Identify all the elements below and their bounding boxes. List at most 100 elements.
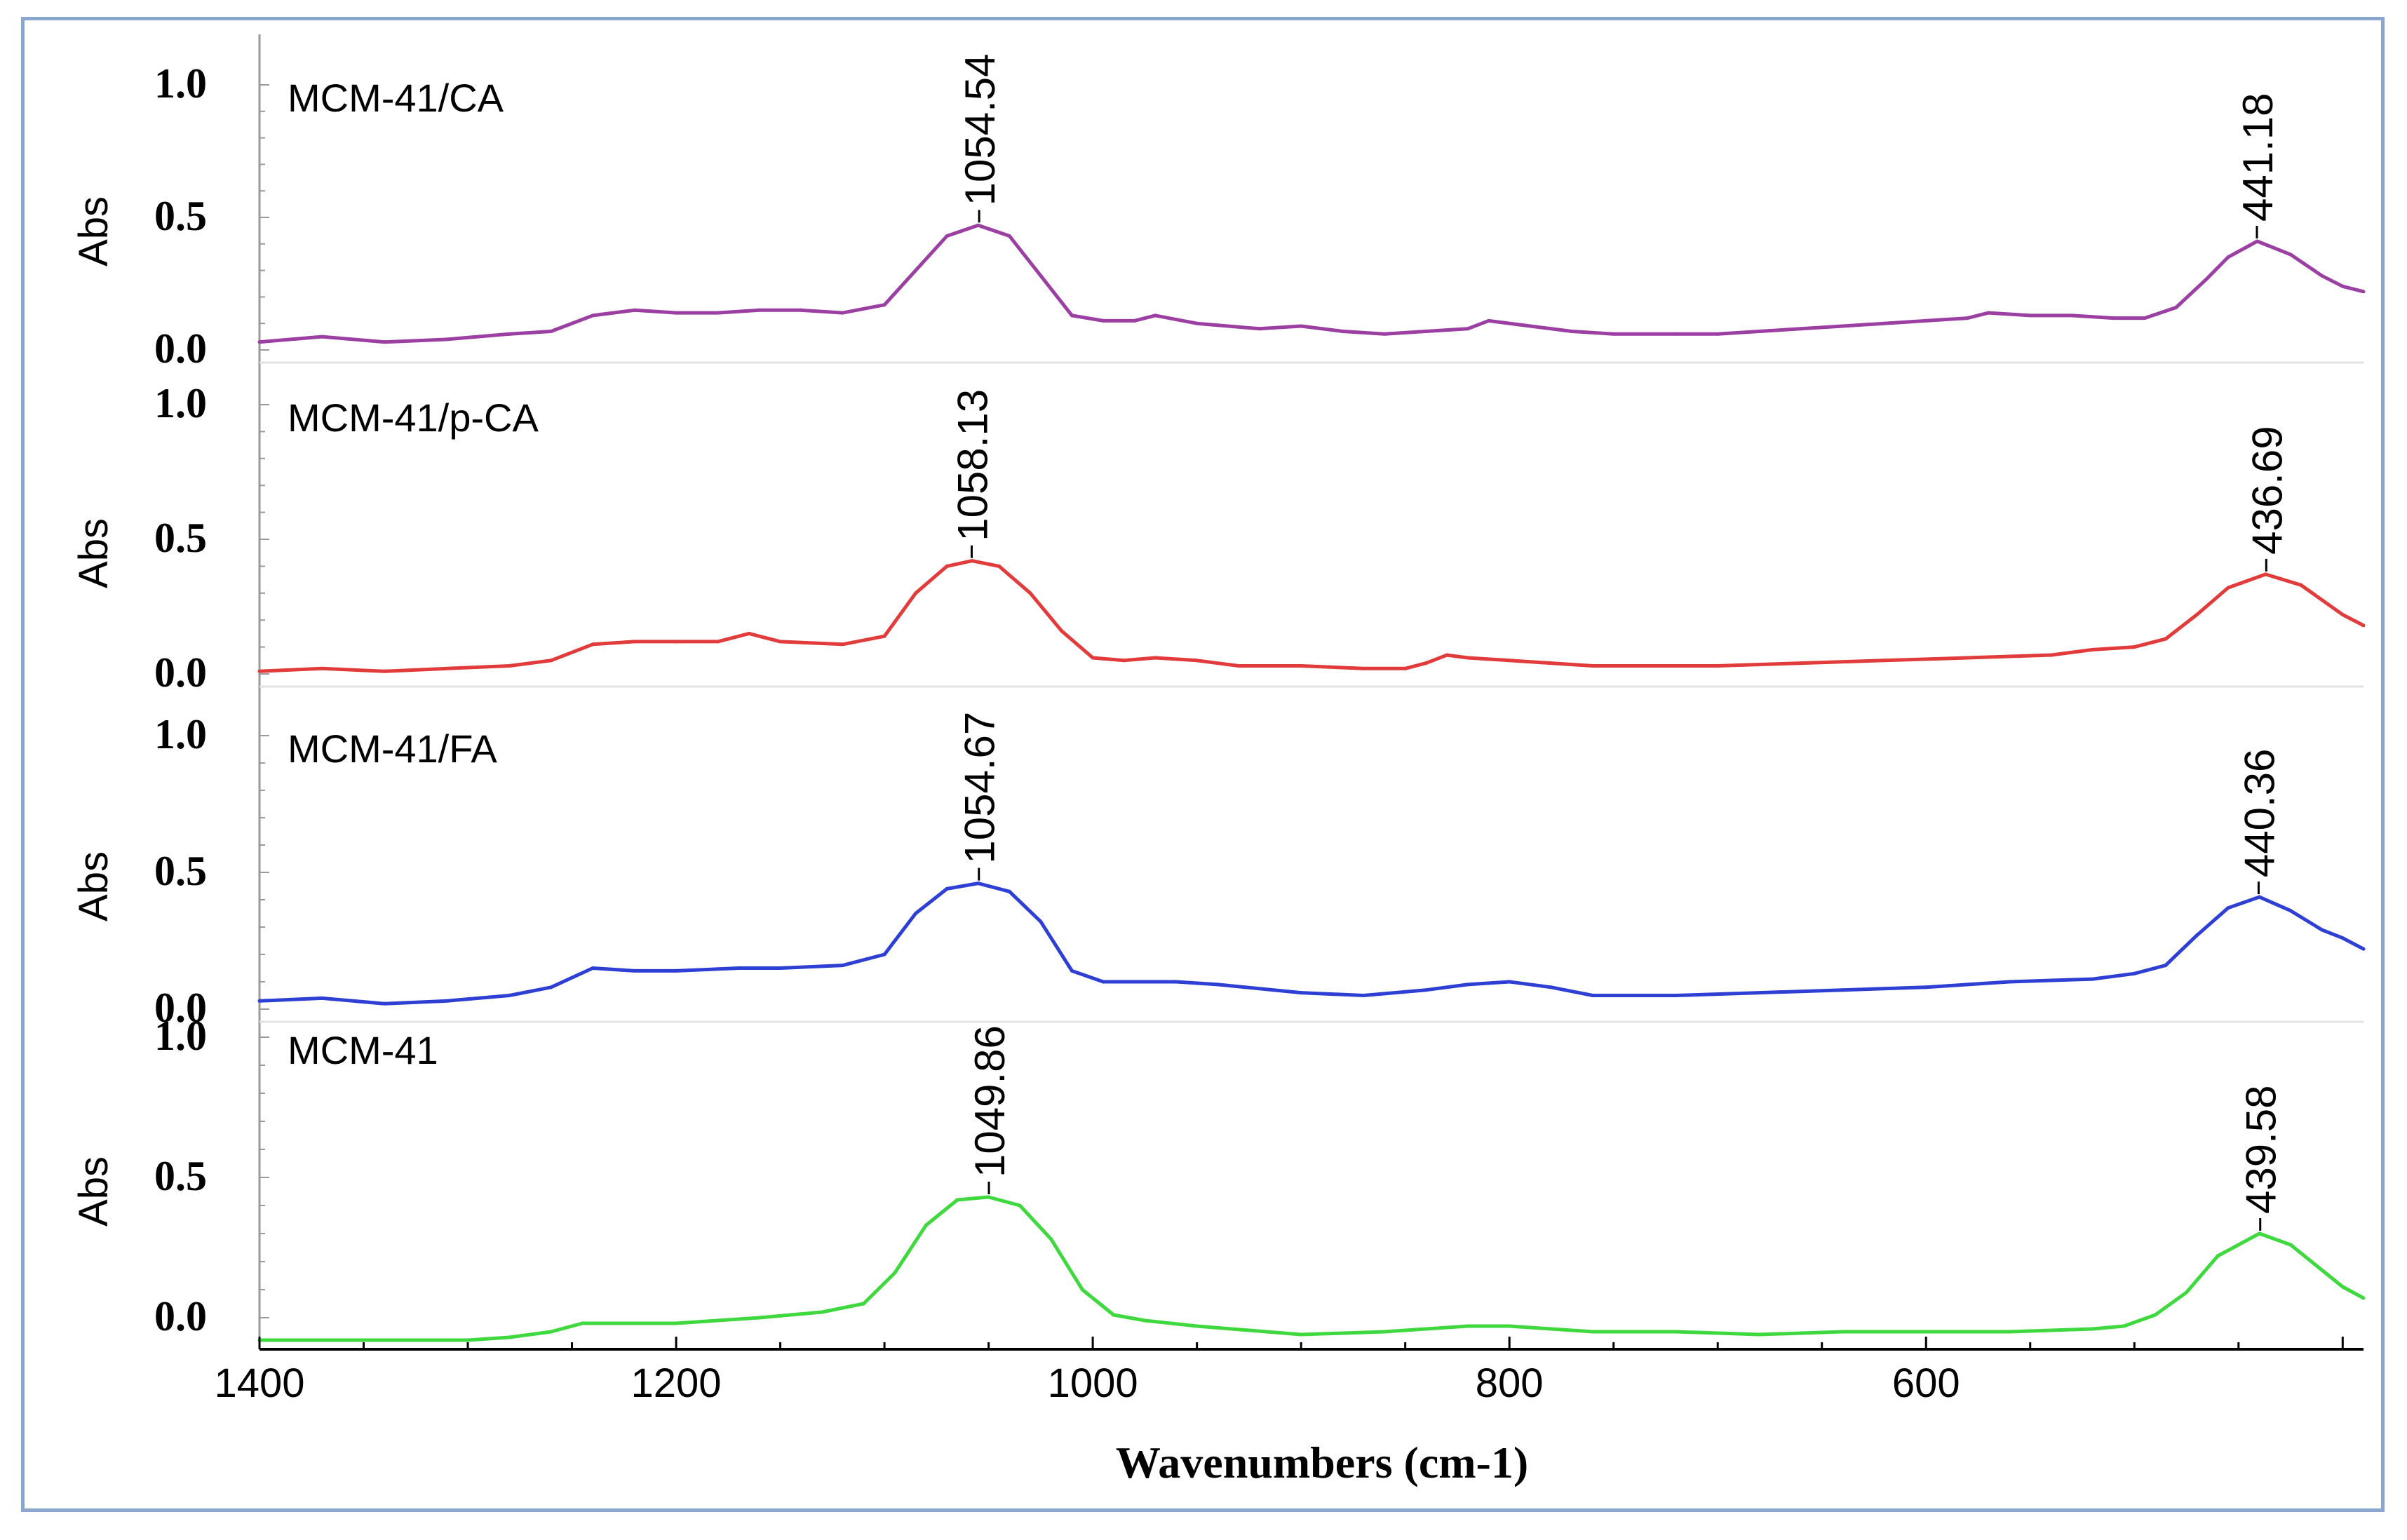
spectrum-point bbox=[382, 340, 386, 344]
spectrum-point bbox=[914, 591, 918, 595]
spectrum-point bbox=[893, 1271, 897, 1275]
spectrum-point bbox=[1299, 663, 1303, 668]
spectrum-point bbox=[2049, 653, 2053, 657]
spectrum-point bbox=[914, 269, 918, 273]
spectrum-point bbox=[2132, 971, 2136, 975]
spectrum-point bbox=[1528, 324, 1532, 328]
spectrum-point bbox=[841, 964, 845, 968]
y-tick-label: 0.5 bbox=[154, 515, 207, 561]
spectrum-point bbox=[2288, 252, 2293, 257]
spectrum-point bbox=[1507, 1324, 1511, 1328]
spectrum-point bbox=[320, 996, 324, 1000]
spectrum-point bbox=[2091, 977, 2095, 981]
spectrum-point bbox=[799, 308, 803, 312]
spectrum-point bbox=[778, 640, 783, 644]
spectrum-point bbox=[2361, 623, 2366, 628]
spectrum-point bbox=[1142, 1318, 1147, 1323]
spectrum-point bbox=[778, 966, 783, 970]
spectrum-point bbox=[2028, 313, 2032, 318]
spectrum-point bbox=[1122, 658, 1126, 663]
spectrum-point bbox=[1361, 994, 1366, 997]
spectrum-point bbox=[1507, 980, 1511, 984]
spectrum-point bbox=[633, 640, 637, 644]
spectrum-point bbox=[914, 912, 918, 915]
spectrum-point bbox=[445, 999, 449, 1003]
spectrum-point bbox=[1174, 980, 1178, 984]
peak-label: 436.69 bbox=[2244, 426, 2291, 555]
spectrum-point bbox=[1612, 332, 1616, 336]
spectrum-point bbox=[1424, 330, 1428, 334]
spectrum-point bbox=[2143, 316, 2147, 320]
spectrum-point bbox=[2340, 936, 2345, 940]
series-label: MCM-41/p-CA bbox=[288, 396, 539, 440]
spectrum-point bbox=[987, 1195, 991, 1199]
spectrum-point bbox=[507, 663, 511, 668]
spectrum-point bbox=[1424, 661, 1428, 666]
spectrum-point bbox=[1018, 1203, 1022, 1208]
x-axis: 1400 1200 1000 800 600 bbox=[214, 1337, 2364, 1406]
spectrum-point bbox=[549, 985, 553, 989]
y-tick-label: 1.0 bbox=[154, 1013, 207, 1059]
spectrum-point bbox=[2257, 895, 2261, 899]
y-tick-label: 0.5 bbox=[154, 1153, 207, 1199]
spectrum-point bbox=[945, 564, 949, 568]
spectrum-point bbox=[1299, 991, 1303, 995]
spectrum-point bbox=[1341, 330, 1345, 334]
panel-2: 1.0 0.5 0.0 Abs MCM-41/FA 1054.67 440.36 bbox=[71, 711, 2366, 1031]
spectrum-point bbox=[257, 340, 262, 344]
y-tick-label: 0.5 bbox=[154, 848, 207, 894]
spectrum-point bbox=[2226, 255, 2230, 259]
y-tick-label: 0.5 bbox=[154, 193, 207, 239]
spectrum-point bbox=[2299, 583, 2303, 587]
peak-label: 439.58 bbox=[2238, 1085, 2285, 1214]
y-axis-label: Abs bbox=[71, 518, 116, 588]
spectrum-point bbox=[1403, 666, 1408, 670]
spectrum-point bbox=[1070, 968, 1074, 973]
spectrum-point bbox=[736, 966, 741, 970]
spectrum-point bbox=[2256, 239, 2260, 243]
spectrum-point bbox=[2320, 928, 2324, 932]
spectrum-point bbox=[674, 968, 678, 973]
spectrum-point bbox=[1299, 324, 1303, 328]
spectrum-point bbox=[1715, 332, 1720, 336]
spectrum-point bbox=[580, 1321, 584, 1325]
spectrum-point bbox=[1591, 994, 1595, 997]
spectrum-point bbox=[507, 994, 511, 997]
spectrum-point bbox=[1236, 663, 1241, 668]
spectrum-point bbox=[1549, 1327, 1553, 1331]
spectrum-point bbox=[2132, 645, 2136, 649]
spectrum-point bbox=[1966, 656, 1970, 660]
spectrum-point bbox=[466, 1338, 470, 1342]
spectrum-point bbox=[1445, 653, 1449, 657]
spectrum-point bbox=[924, 1223, 928, 1227]
spectrum-point bbox=[1758, 991, 1762, 995]
spectrum-point bbox=[2340, 284, 2345, 288]
spectrum-point bbox=[1674, 1330, 1678, 1334]
spectrum-point bbox=[1486, 318, 1490, 323]
spectrum-point bbox=[882, 634, 886, 638]
spectrum-point bbox=[2340, 1285, 2345, 1289]
spectrum-point bbox=[1361, 666, 1366, 670]
spectrum-point bbox=[841, 311, 845, 315]
spectrum-point bbox=[1080, 1288, 1084, 1292]
spectrum-point bbox=[2194, 933, 2199, 938]
spectrum-point bbox=[2164, 637, 2168, 641]
spectrum-point bbox=[2226, 906, 2230, 910]
spectrum-point bbox=[2070, 313, 2074, 318]
x-axis-label: Wavenumbers (cm-1) bbox=[1116, 1438, 1528, 1487]
spectrum-point bbox=[674, 311, 678, 315]
spectrum-point bbox=[591, 313, 595, 318]
series-label: MCM-41 bbox=[288, 1028, 438, 1072]
figure-frame: 1.0 0.5 0.0 Abs MCM-41/CA 1054.54 441.18 1.0 0.5… bbox=[21, 17, 2385, 1512]
spectrum-point bbox=[507, 332, 511, 336]
spectrum-point bbox=[2288, 909, 2293, 913]
spectrum-point bbox=[1424, 988, 1428, 992]
spectrum-point bbox=[1466, 656, 1470, 660]
y-axis-label: Abs bbox=[71, 1156, 116, 1227]
spectrum-point bbox=[861, 1302, 865, 1306]
series-label: MCM-41/FA bbox=[288, 727, 497, 771]
spectrum-point bbox=[747, 631, 751, 635]
spectrum-point bbox=[1195, 321, 1199, 325]
spectrum-point bbox=[2205, 276, 2209, 281]
peak-label: 440.36 bbox=[2236, 749, 2283, 878]
